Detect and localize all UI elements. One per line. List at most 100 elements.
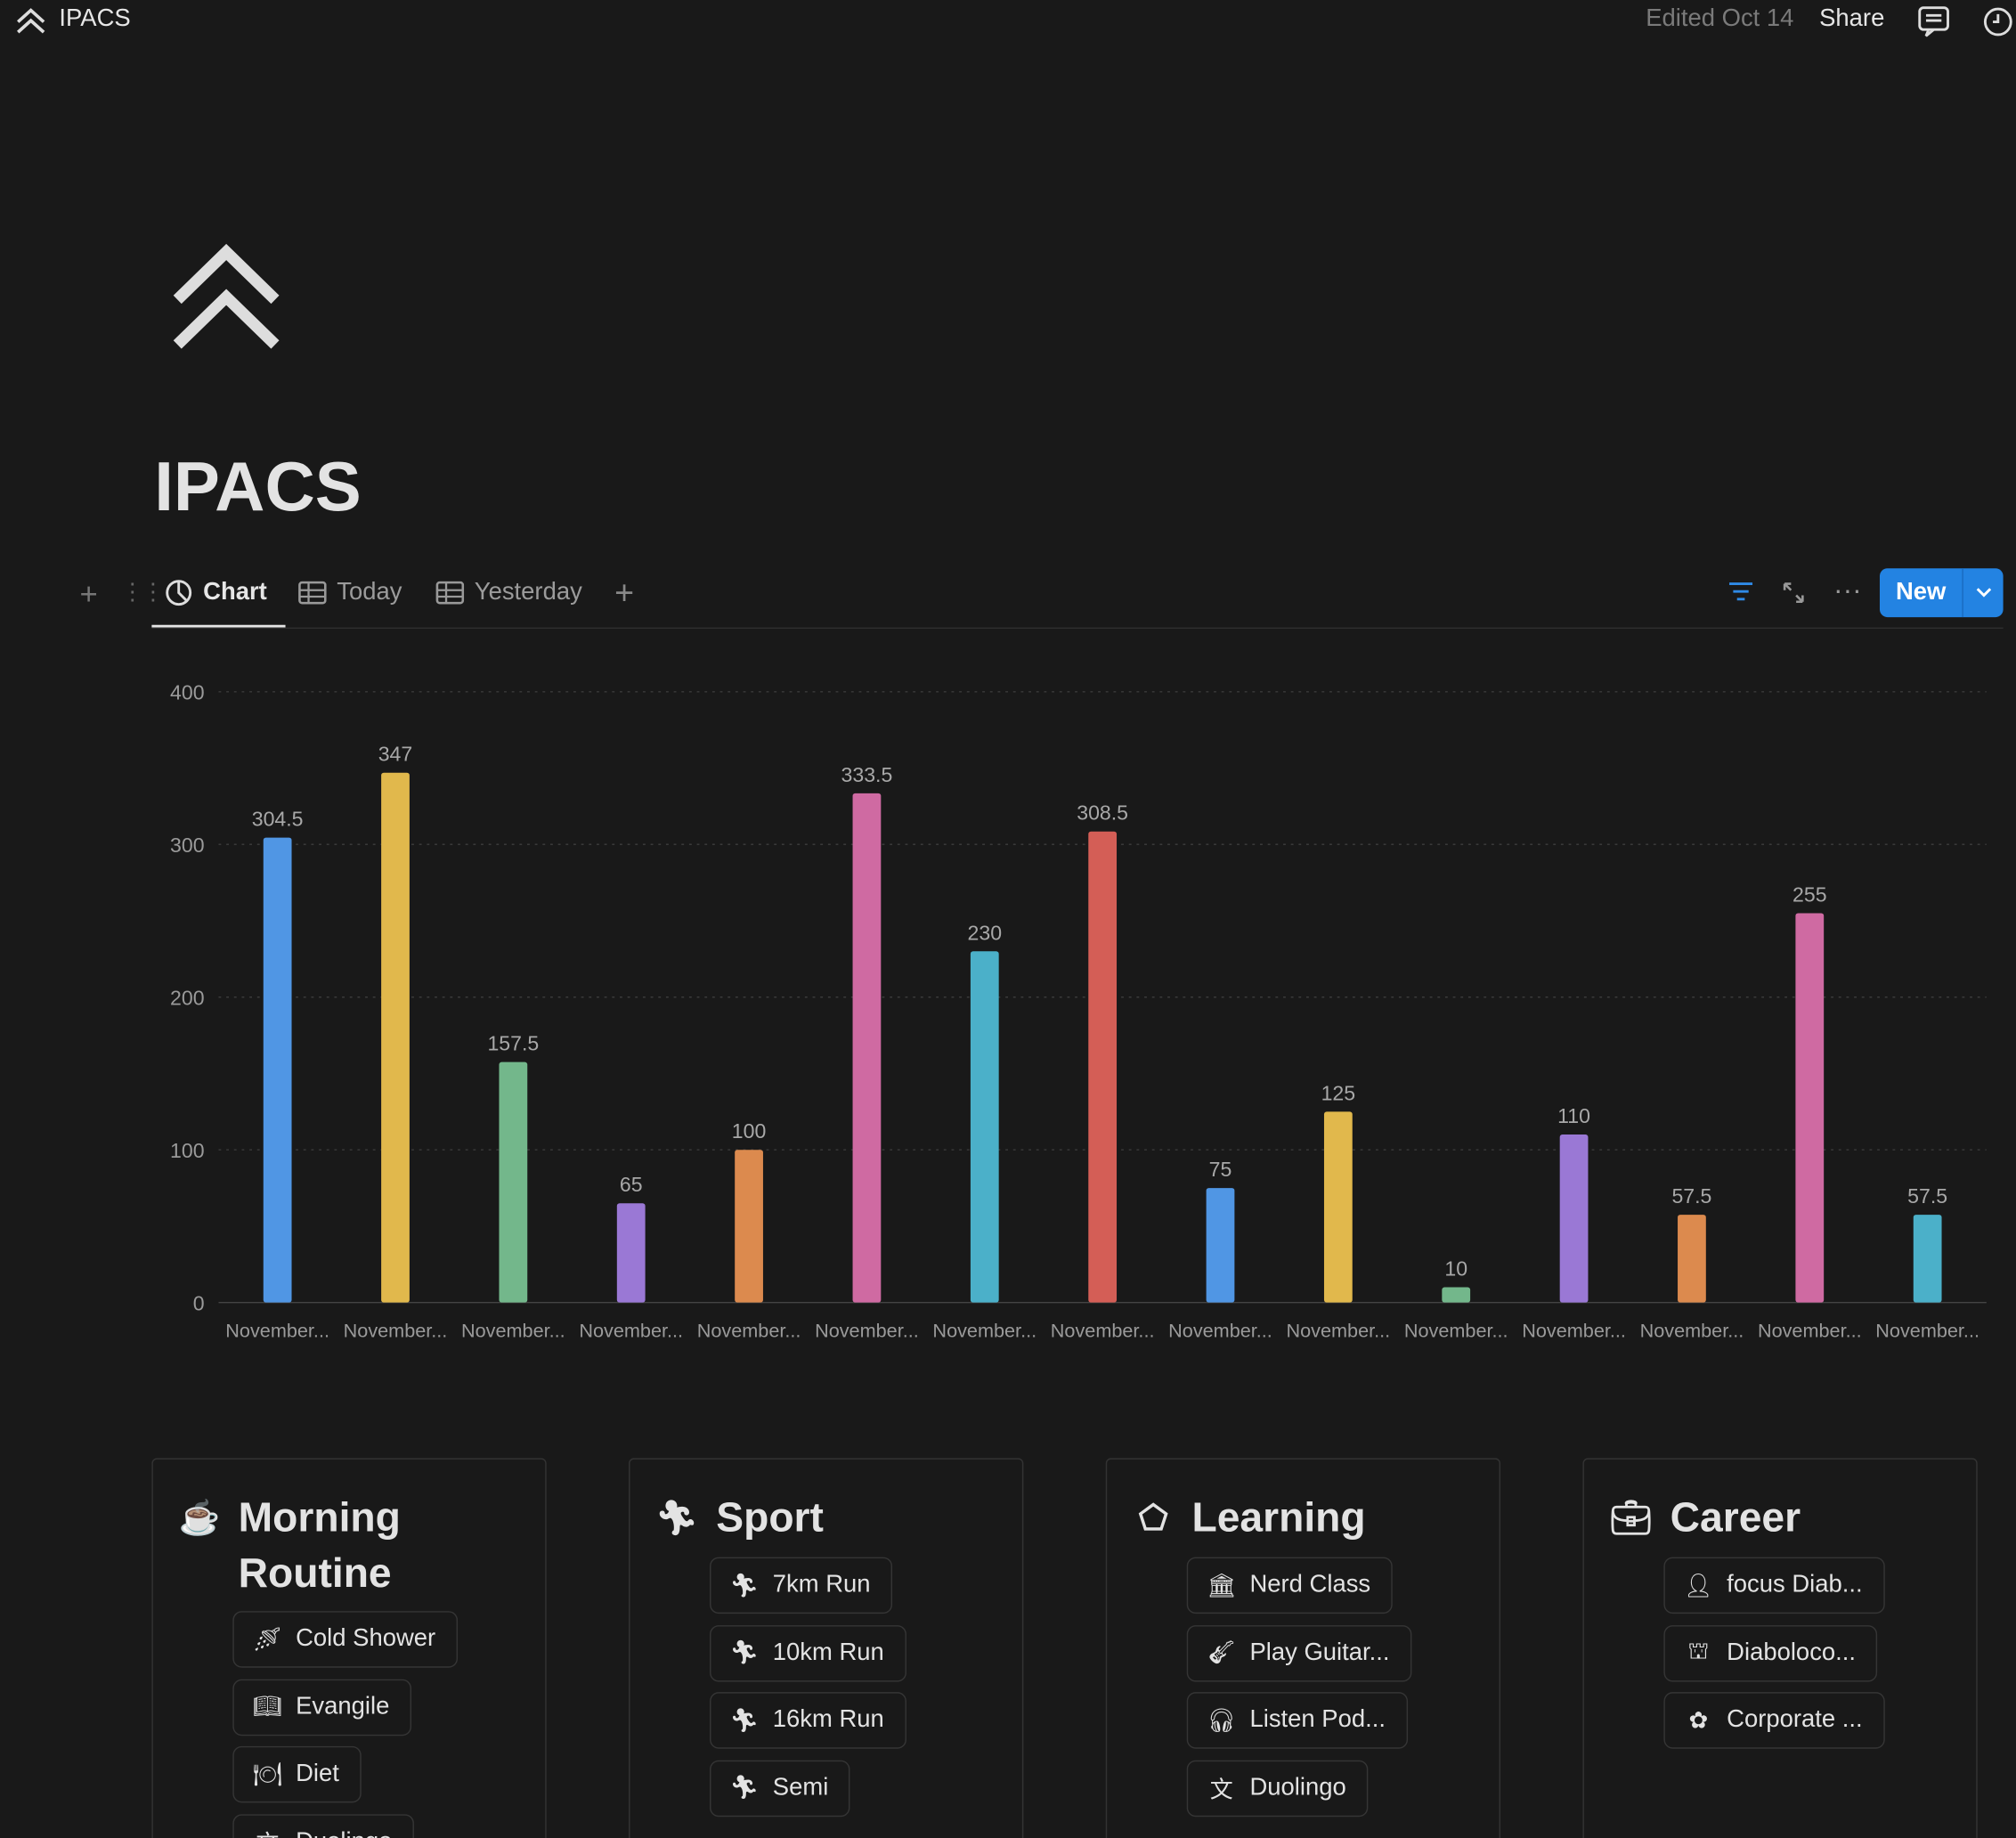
item-label: Diaboloco...	[1727, 1639, 1857, 1666]
item-label: Listen Pod...	[1249, 1706, 1386, 1734]
bar	[1795, 913, 1825, 1303]
item-link[interactable]: 🏛︎ Nerd Class	[1186, 1557, 1393, 1614]
item-label: 16km Run	[772, 1706, 884, 1734]
tab-chart[interactable]: Chart	[165, 576, 267, 610]
translate-icon: 文	[1209, 1776, 1233, 1802]
translate-icon: 文	[252, 1826, 283, 1838]
more-options-icon[interactable]: ···	[1833, 573, 1862, 606]
bar	[1206, 1188, 1235, 1303]
drag-handle-icon[interactable]: ⋮⋮	[120, 578, 165, 605]
share-button[interactable]: Share	[1819, 4, 1885, 33]
double-chevron-up-icon	[17, 8, 45, 34]
clock-icon[interactable]	[1981, 5, 2015, 39]
data-label: 308.5	[1077, 801, 1128, 825]
data-label: 75	[1209, 1158, 1232, 1181]
bar	[1678, 1215, 1706, 1303]
bar	[735, 1150, 763, 1303]
divider	[151, 627, 2004, 630]
x-tick-label: November...	[344, 1320, 448, 1342]
chart-icon	[166, 580, 192, 606]
x-tick-label: November...	[579, 1320, 683, 1342]
bar	[1559, 1135, 1589, 1303]
tab-label: Today	[337, 578, 402, 606]
item-link[interactable]: ✿ Corporate ...	[1663, 1692, 1885, 1749]
item-link[interactable]: 🍽︎ Diet	[232, 1745, 362, 1803]
bar	[381, 772, 410, 1303]
new-button[interactable]: New	[1879, 568, 2004, 618]
bar	[1088, 831, 1118, 1303]
x-tick-label: November...	[1168, 1320, 1272, 1342]
coffee-cup-icon: ☕	[178, 1498, 221, 1537]
running-icon: 🏃︎	[729, 1639, 760, 1665]
item-label: Diet	[296, 1760, 339, 1788]
data-label: 157.5	[487, 1032, 539, 1055]
running-icon: 🏃︎	[729, 1774, 760, 1801]
tab-today[interactable]: Today	[298, 576, 402, 610]
tab-label: Yesterday	[474, 578, 582, 606]
item-label: Duolingo	[296, 1828, 392, 1838]
bar	[263, 837, 292, 1303]
item-link[interactable]: 🎸︎ Play Guitar...	[1186, 1624, 1412, 1681]
add-view-icon[interactable]: +	[614, 573, 635, 613]
data-label: 333.5	[841, 763, 893, 786]
x-tick-label: November...	[697, 1320, 801, 1342]
card-learning: ⬠ Learning 🏛︎ Nerd Class 🎸︎ Play Guitar... 🎧︎ L…	[1105, 1458, 1501, 1838]
item-link[interactable]: 👤︎ focus Diab...	[1663, 1557, 1885, 1614]
filter-icon[interactable]	[1728, 580, 1754, 603]
y-tick-label: 300	[170, 834, 205, 857]
item-link[interactable]: 📖︎ Evangile	[232, 1679, 411, 1736]
x-tick-label: November...	[225, 1320, 329, 1342]
item-label: focus Diab...	[1727, 1571, 1863, 1598]
y-tick-label: 100	[170, 1139, 205, 1162]
new-button-label[interactable]: New	[1895, 578, 1947, 606]
item-label: Nerd Class	[1249, 1571, 1371, 1598]
item-link[interactable]: 🎧︎ Listen Pod...	[1186, 1692, 1408, 1749]
x-tick-label: November...	[1522, 1320, 1626, 1342]
data-label: 230	[968, 921, 1003, 944]
y-tick-label: 200	[170, 986, 205, 1009]
page-icon-double-chevron-up[interactable]	[170, 241, 286, 357]
x-tick-label: November...	[815, 1320, 919, 1342]
x-tick-label: November...	[1758, 1320, 1862, 1342]
x-tick-label: November...	[1404, 1320, 1508, 1342]
data-label: 57.5	[1671, 1184, 1711, 1208]
card-career: 💼︎ Career 👤︎ focus Diab... ⛫ Diaboloco... ✿ Cor…	[1582, 1458, 1978, 1838]
shower-icon: 🚿︎	[252, 1625, 282, 1652]
item-link[interactable]: 文 Duolingo	[1186, 1759, 1369, 1817]
running-icon: 🏃︎	[655, 1498, 699, 1537]
data-label: 304.5	[252, 808, 304, 831]
card-morning-routine: ☕ Morning Routine 🚿︎ Cold Shower 📖︎ Evangile 🍽…	[151, 1458, 547, 1838]
x-tick-label: November...	[932, 1320, 1036, 1342]
head-icon: 👤︎	[1683, 1572, 1713, 1598]
item-link[interactable]: 🏃︎ 10km Run	[710, 1624, 906, 1681]
new-dropdown-chevron-icon[interactable]	[1962, 568, 2003, 618]
item-label: 10km Run	[772, 1639, 884, 1666]
item-link[interactable]: 文 Duolingo	[232, 1813, 414, 1838]
add-block-icon[interactable]: +	[79, 577, 98, 613]
page-title: IPACS	[154, 448, 362, 526]
guitar-icon: 🎸︎	[1207, 1639, 1237, 1665]
card-title: Career	[1670, 1493, 1801, 1541]
breadcrumb-page[interactable]: IPACS	[59, 4, 131, 33]
item-label: Evangile	[296, 1692, 390, 1720]
item-label: Cold Shower	[296, 1625, 436, 1653]
comment-icon[interactable]	[1917, 5, 1951, 39]
card-title: Sport	[716, 1493, 824, 1541]
item-link[interactable]: 🚿︎ Cold Shower	[232, 1611, 458, 1668]
data-label: 347	[378, 743, 413, 766]
tab-yesterday[interactable]: Yesterday	[435, 576, 582, 610]
item-label: Corporate ...	[1727, 1706, 1863, 1734]
bar	[1913, 1215, 1942, 1303]
data-label: 65	[620, 1173, 643, 1196]
expand-icon[interactable]	[1781, 580, 1807, 606]
headphones-icon: 🎧︎	[1207, 1706, 1237, 1733]
data-label: 255	[1792, 882, 1827, 906]
item-link[interactable]: 🏃︎ 16km Run	[710, 1692, 906, 1749]
x-tick-label: November...	[461, 1320, 565, 1342]
x-tick-label: November...	[1875, 1320, 1979, 1342]
bar	[852, 793, 882, 1303]
item-link[interactable]: 🏃︎ 7km Run	[710, 1557, 893, 1614]
item-link[interactable]: ⛫ Diaboloco...	[1663, 1624, 1878, 1681]
item-label: Play Guitar...	[1249, 1639, 1390, 1666]
item-link[interactable]: 🏃︎ Semi	[710, 1759, 850, 1817]
